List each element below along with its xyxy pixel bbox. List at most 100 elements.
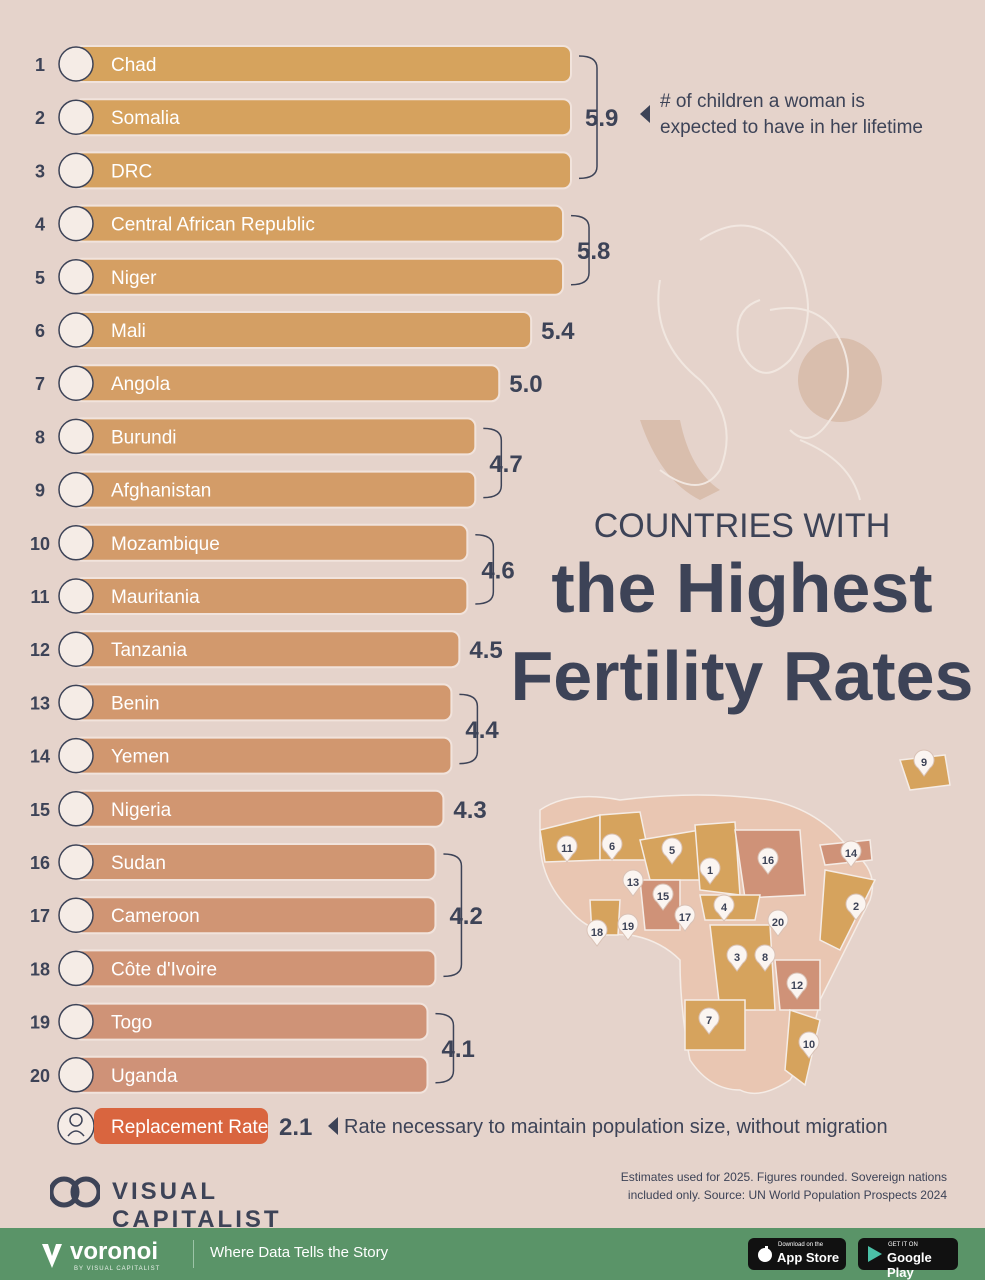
google-play-big-text: Google Play	[887, 1250, 932, 1280]
notes-line-1: Estimates used for 2025. Figures rounded…	[620, 1170, 947, 1184]
map-marker	[661, 837, 683, 865]
rank-label: 16	[30, 853, 50, 873]
app-store-button[interactable]: Download on the App Store	[748, 1238, 846, 1270]
group-value: 5.8	[577, 238, 610, 265]
bar-value: 5.4	[541, 318, 575, 345]
map-marker-label: 13	[627, 877, 639, 889]
value-labels: 5.9 5.8 5.4 5.0 4.7 4.6 4.5 4.4 4.3 4.2 4.1	[435, 55, 618, 1084]
footer-bar: voronoi BY VISUAL CAPITALIST Where Data …	[0, 1228, 985, 1280]
app-store-big-text: App Store	[777, 1250, 840, 1265]
annotation-line-1: # of children a woman is	[660, 91, 865, 112]
flag-icon	[58, 578, 94, 614]
map-marker-label: 10	[803, 1039, 815, 1051]
bar-label: Mauritania	[111, 587, 200, 608]
map-marker	[798, 1031, 820, 1059]
group-bracket	[483, 427, 503, 499]
rank-label: 20	[30, 1066, 50, 1086]
flag-icon	[58, 152, 94, 189]
group-bracket	[459, 693, 479, 765]
map-marker-label: 3	[734, 952, 740, 964]
rank-label: 9	[35, 481, 45, 501]
group-bracket	[475, 534, 495, 605]
footer-tagline: Where Data Tells the Story	[210, 1244, 389, 1261]
group-value: 4.2	[449, 903, 482, 930]
flag-icon	[58, 950, 94, 987]
google-play-button[interactable]: GET IT ON Google Play	[858, 1238, 958, 1280]
map-marker	[556, 835, 578, 863]
flag-icon	[58, 844, 94, 880]
map-marker-label: 4	[721, 902, 728, 914]
rank-label: 7	[35, 374, 45, 394]
map-marker	[757, 847, 779, 875]
bar-chart: 1 Chad 2 Somalia 3 DRC 4 Central African Republ…	[30, 45, 572, 1094]
group-bracket	[435, 1012, 455, 1084]
bar-value: 4.5	[469, 637, 502, 664]
voronoi-mark-icon	[42, 1244, 62, 1268]
rank-label: 18	[30, 959, 50, 979]
map-marker	[617, 913, 639, 941]
group-value: 5.9	[585, 105, 618, 132]
group-value: 4.4	[465, 717, 499, 744]
map-marker	[713, 894, 735, 922]
rank-label: 13	[30, 693, 50, 713]
annotation-arrow-icon	[640, 105, 650, 123]
flag-icon	[58, 897, 94, 933]
map-marker-label: 17	[679, 912, 691, 924]
bar-label: Tanzania	[111, 640, 187, 661]
title-line-2: the Highest	[551, 549, 932, 627]
map-marker-label: 6	[609, 841, 615, 853]
bar-value: 5.0	[509, 371, 542, 398]
bar-value: 4.3	[453, 797, 486, 824]
map-marker	[698, 1007, 720, 1035]
map-marker-label: 5	[669, 845, 675, 857]
bar-label: Mozambique	[111, 534, 220, 555]
app-store-small-text: Download on the	[778, 1242, 824, 1248]
notes-line-2: included only. Source: UN World Populati…	[627, 1188, 947, 1202]
google-play-small-text: GET IT ON	[888, 1242, 918, 1248]
flag-icon	[58, 1003, 94, 1040]
map-marker-label: 1	[707, 865, 713, 877]
map-marker-label: 12	[791, 980, 803, 992]
voronoi-logo[interactable]: voronoi BY VISUAL CAPITALIST	[38, 1238, 198, 1272]
bar-label: Benin	[111, 693, 160, 714]
rank-label: 10	[30, 534, 50, 554]
group-bracket	[578, 55, 598, 180]
rank-label: 3	[35, 161, 45, 181]
group-value: 4.6	[481, 557, 514, 584]
rank-label: 4	[35, 215, 45, 235]
bar-label: Mali	[111, 321, 146, 342]
replacement-rate-row: Replacement Rate 2.1 Rate necessary to m…	[57, 1107, 888, 1145]
bar-label: Sudan	[111, 853, 166, 874]
bar-label: Central African Republic	[111, 215, 315, 236]
rank-label: 2	[35, 108, 45, 128]
replacement-rate-note: Rate necessary to maintain population si…	[344, 1116, 888, 1138]
rank-label: 6	[35, 321, 45, 341]
bar-label: Angola	[111, 374, 171, 395]
rank-label: 17	[30, 906, 50, 926]
apple-icon	[758, 1246, 772, 1262]
flag-icon	[58, 631, 94, 667]
replacement-rate-value: 2.1	[279, 1114, 312, 1141]
flag-icon	[58, 737, 94, 774]
rank-label: 1	[35, 55, 45, 75]
source-notes: Estimates used for 2025. Figures rounded…	[587, 1168, 947, 1204]
flag-icon	[58, 46, 94, 82]
bar-label: Somalia	[111, 108, 180, 129]
bar-label: Niger	[111, 268, 157, 289]
bar-label: Côte d'Ivoire	[111, 959, 217, 980]
map-marker	[754, 944, 776, 972]
google-play-icon	[868, 1246, 882, 1262]
map-marker	[913, 749, 935, 777]
replacement-rate-bar	[94, 1108, 268, 1144]
title-line-3: Fertility Rates	[511, 637, 974, 715]
bar-label: Nigeria	[111, 800, 172, 821]
map-marker	[699, 857, 721, 885]
flag-icon	[58, 471, 94, 508]
map-marker-label: 19	[622, 921, 634, 933]
flag-icon	[58, 365, 94, 401]
rank-label: 14	[30, 747, 50, 767]
map-marker	[767, 909, 789, 937]
replacement-arrow-icon	[328, 1117, 338, 1135]
